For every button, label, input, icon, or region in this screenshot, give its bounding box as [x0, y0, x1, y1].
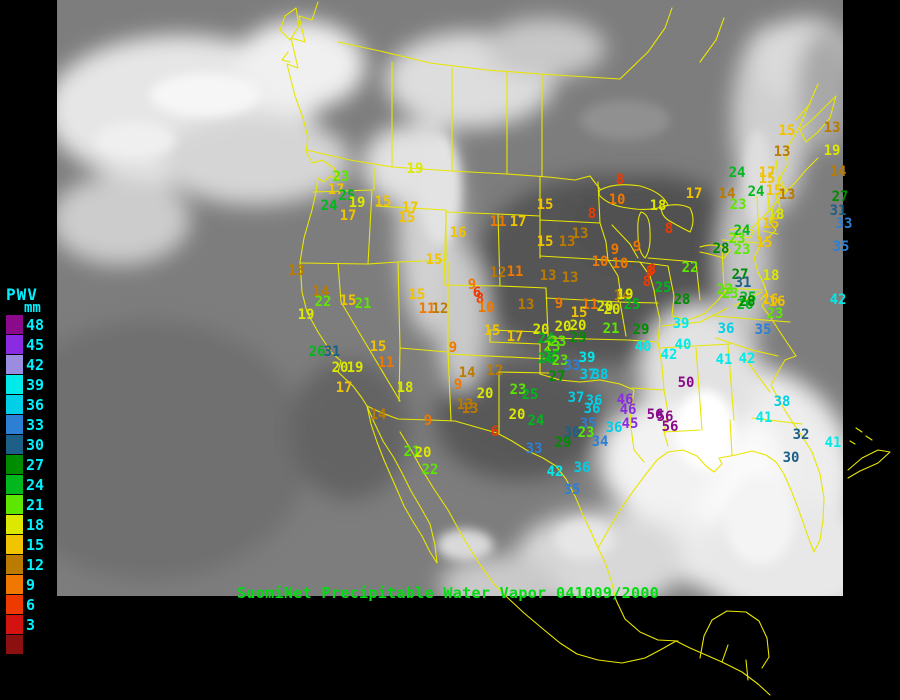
legend-swatch — [6, 535, 23, 554]
legend-swatch — [6, 355, 23, 374]
legend-entry-21: 21 — [6, 495, 66, 515]
legend-entry-15: 15 — [6, 535, 66, 555]
legend-label: 9 — [26, 576, 36, 594]
legend-label: 42 — [26, 356, 45, 374]
legend-label: 3 — [26, 616, 36, 634]
legend-entry-39: 39 — [6, 375, 66, 395]
legend-label: 48 — [26, 316, 45, 334]
legend-label: 21 — [26, 496, 45, 514]
legend-label: 6 — [26, 596, 36, 614]
legend-label: 45 — [26, 336, 45, 354]
legend-scale: 48 45 42 39 36 33 30 27 24 21 18 15 12 9 6 3 — [6, 315, 66, 655]
legend-entry-min — [6, 635, 66, 655]
legend-entry-42: 42 — [6, 355, 66, 375]
legend-label: 24 — [26, 476, 45, 494]
legend-swatch — [6, 635, 23, 654]
legend-swatch — [6, 615, 23, 634]
legend-swatch — [6, 495, 23, 514]
legend-swatch — [6, 595, 23, 614]
legend-swatch — [6, 395, 23, 414]
legend-swatch — [6, 515, 23, 534]
legend-swatch — [6, 415, 23, 434]
legend-swatch — [6, 575, 23, 594]
legend-label: 33 — [26, 416, 45, 434]
legend-entry-45: 45 — [6, 335, 66, 355]
legend-label: 15 — [26, 536, 45, 554]
legend-entry-27: 27 — [6, 455, 66, 475]
map-borders — [279, 1, 891, 696]
legend-swatch — [6, 475, 23, 494]
legend-swatch — [6, 335, 23, 354]
legend-entry-30: 30 — [6, 435, 66, 455]
legend-label: 27 — [26, 456, 45, 474]
legend-label: 39 — [26, 376, 45, 394]
product-title: SuomiNet Precipitable Water Vapor 041009… — [237, 584, 660, 602]
legend-entry-12: 12 — [6, 555, 66, 575]
legend-label: 30 — [26, 436, 45, 454]
water-vapor-imagery — [57, 0, 843, 596]
legend-label: 36 — [26, 396, 45, 414]
legend-title: PWV — [6, 285, 38, 304]
legend-label: 12 — [26, 556, 45, 574]
legend-unit: mm — [24, 300, 41, 316]
pwv-legend: PWV mm 48 45 42 39 36 33 30 27 24 21 18 15 12 9 6 3 — [6, 285, 66, 655]
legend-entry-6: 6 — [6, 595, 66, 615]
legend-entry-33: 33 — [6, 415, 66, 435]
legend-entry-48: 48 — [6, 315, 66, 335]
legend-label: 18 — [26, 516, 45, 534]
legend-entry-9: 9 — [6, 575, 66, 595]
legend-swatch — [6, 315, 23, 334]
legend-swatch — [6, 435, 23, 454]
legend-entry-24: 24 — [6, 475, 66, 495]
legend-entry-3: 3 — [6, 615, 66, 635]
legend-entry-18: 18 — [6, 515, 66, 535]
legend-swatch — [6, 375, 23, 394]
legend-swatch — [6, 555, 23, 574]
legend-swatch — [6, 455, 23, 474]
legend-entry-36: 36 — [6, 395, 66, 415]
